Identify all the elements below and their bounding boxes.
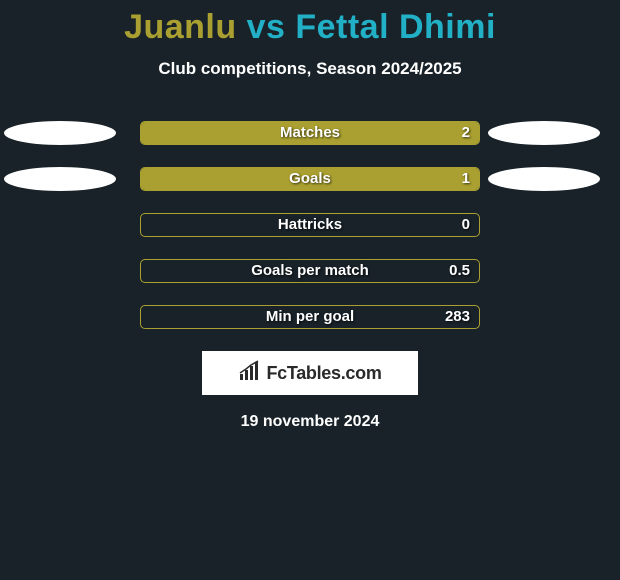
title-vs: vs	[237, 8, 296, 46]
subtitle: Club competitions, Season 2024/2025	[0, 59, 620, 79]
right-ellipse	[488, 167, 600, 191]
right-ellipse	[488, 121, 600, 145]
title-player1: Juanlu	[124, 8, 237, 46]
bar-track	[140, 213, 480, 237]
title-player2: Fettal Dhimi	[295, 8, 496, 46]
brand-text: FcTables.com	[266, 363, 381, 384]
bar-fill	[141, 168, 479, 190]
bar-track	[140, 167, 480, 191]
bar-track	[140, 305, 480, 329]
brand-box: FcTables.com	[202, 351, 418, 395]
stat-row: Goals1	[0, 167, 620, 191]
stat-row: Min per goal283	[0, 305, 620, 329]
chart-icon	[238, 360, 262, 387]
stat-row: Matches2	[0, 121, 620, 145]
stat-row: Goals per match0.5	[0, 259, 620, 283]
page-title: Juanlu vs Fettal Dhimi	[0, 0, 620, 47]
stat-row: Hattricks0	[0, 213, 620, 237]
stats-rows: Matches2 Goals1 Hattricks0 Goals per match0…	[0, 121, 620, 329]
left-ellipse	[4, 121, 116, 145]
bar-track	[140, 121, 480, 145]
bar-fill	[141, 122, 479, 144]
bar-track	[140, 259, 480, 283]
date-text: 19 november 2024	[0, 413, 620, 431]
left-ellipse	[4, 167, 116, 191]
